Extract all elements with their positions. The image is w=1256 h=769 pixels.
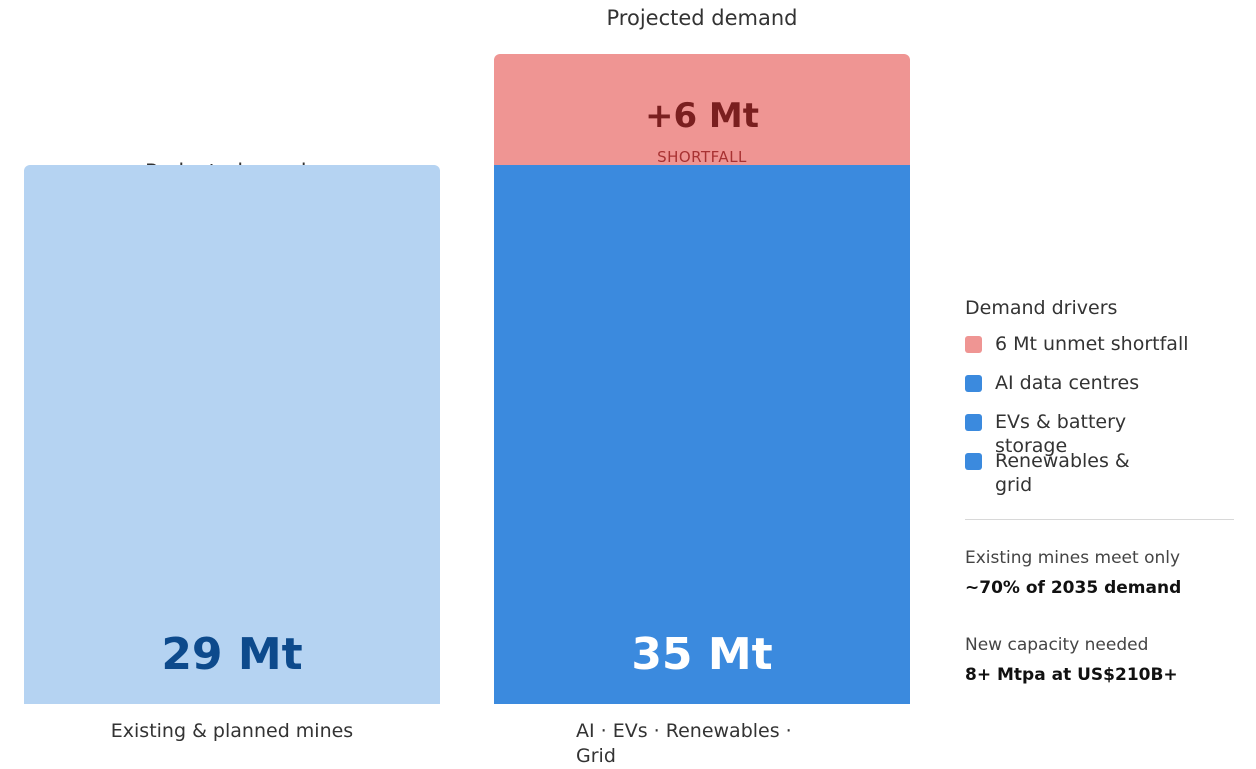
shortfall-bar: +6 Mt SHORTFALL	[494, 54, 910, 166]
legend-label: EVs & battery storage	[995, 411, 1127, 457]
legend-item-ai: AI data centres	[965, 371, 1165, 410]
legend: Demand drivers 6 Mt unmet shortfall AI d…	[965, 296, 1235, 496]
legend-item-shortfall: 6 Mt unmet shortfall	[965, 332, 1235, 371]
note-value: ~70% of 2035 demand	[965, 578, 1182, 598]
legend-swatch	[965, 414, 982, 431]
legend-label: 6 Mt unmet shortfall	[995, 333, 1189, 355]
supply-bar: 29 Mt	[24, 165, 440, 704]
legend-label: AI data centres	[995, 372, 1140, 394]
demand-title: Projected demand	[606, 6, 798, 30]
shortfall-value-label: +6 Mt	[644, 96, 760, 136]
legend-divider	[965, 519, 1234, 520]
shortfall-label: SHORTFALL	[657, 148, 747, 166]
demand-value-label: 35 Mt	[631, 628, 773, 680]
legend-item-evs: EVs & battery storage	[965, 410, 1165, 457]
legend-swatch	[965, 375, 982, 392]
supply-value-label: 29 Mt	[161, 628, 303, 680]
note-new-capacity: New capacity needed 8+ Mtpa at US$210B+	[965, 633, 1178, 687]
note-existing-mines: Existing mines meet only ~70% of 2035 de…	[965, 546, 1181, 600]
supply-caption: Existing & planned mines	[110, 720, 354, 742]
legend-label: Renewables & grid	[995, 450, 1130, 496]
legend-title: Demand drivers	[965, 297, 1118, 319]
demand-caption: AI · EVs · Renewables · Grid	[576, 720, 792, 767]
note-value: 8+ Mtpa at US$210B+	[965, 665, 1178, 685]
legend-swatch	[965, 336, 982, 353]
note-label: New capacity needed	[965, 635, 1149, 655]
legend-item-renewables: Renewables & grid	[965, 449, 1165, 496]
legend-swatch	[965, 453, 982, 470]
demand-bar: 35 Mt	[494, 165, 910, 704]
note-label: Existing mines meet only	[965, 548, 1181, 568]
